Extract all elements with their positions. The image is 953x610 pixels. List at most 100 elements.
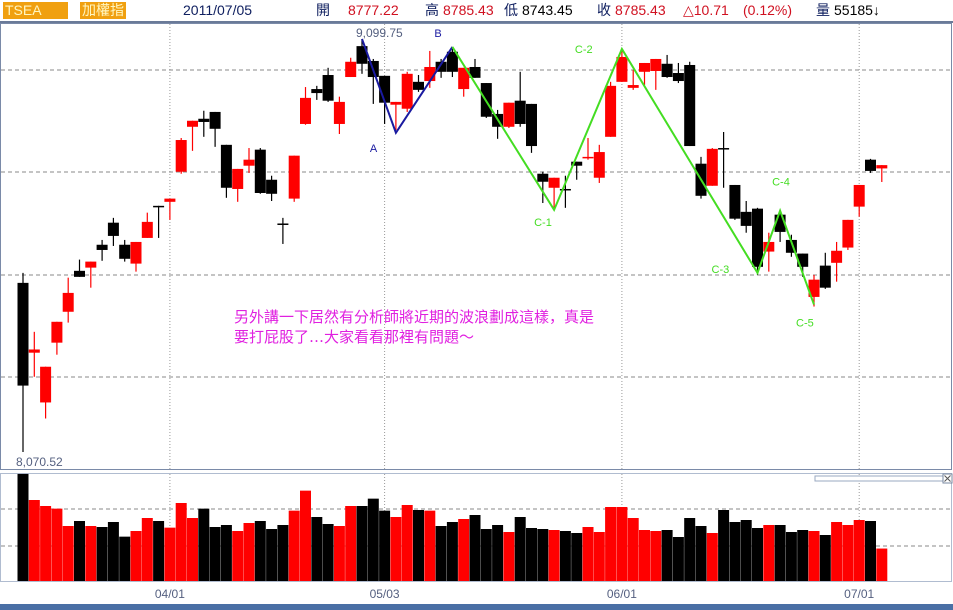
close-panel-button[interactable] [942,473,953,484]
candle [345,57,357,78]
volume-bar [130,531,142,581]
candle-body [141,221,153,238]
candle [469,58,481,78]
candle [141,212,153,238]
candle-body [514,100,526,124]
volume-bar [650,531,662,581]
candle [51,321,63,355]
candle [503,102,515,128]
price-panel-frame [0,23,952,470]
candle-body [322,75,334,101]
candle [107,217,119,246]
candle [333,96,345,135]
change-percent: (0.12%) [743,2,793,18]
candle-body [446,51,458,72]
candle-body [831,250,843,263]
quote-header: TSEA 加權指 2011/07/05 開 8777.22 高 8785.43 … [0,0,953,23]
candle [266,175,278,202]
candle [548,177,560,208]
candle [514,71,526,127]
candlestick-chart[interactable]: A B C-1 C-2 C-3 C-4 C-5 9,099.75 8,070.52 04/0… [0,23,953,604]
candle-body [333,101,345,124]
volume-bar [627,518,639,581]
candle [130,241,142,272]
candle [876,165,888,182]
volume-bar [413,510,424,581]
price-max-label: 9,099.75 [356,26,403,40]
volume-bar [141,518,153,581]
volume-bar [752,528,763,581]
volume-bar [119,536,131,581]
candle [187,120,198,151]
candle-body [797,253,809,267]
wave-ab-line [361,38,454,136]
candle [639,62,650,86]
candle [831,241,843,282]
volume-bar [706,533,718,581]
volume-bar [819,535,831,581]
candle-body [356,46,368,64]
volume-bar [718,510,730,581]
candle [819,252,831,289]
volume-bar [785,532,797,581]
volume-bar [198,508,210,581]
candle-body [876,165,888,169]
candle-body [616,56,628,82]
volume-scrollbar[interactable] [814,475,944,482]
candle [752,207,763,275]
close-icon [944,475,951,482]
wave-label: A [370,143,378,155]
symbol-badge[interactable]: TSEA [3,2,68,19]
candle-body [469,66,481,78]
candle-body [593,152,605,178]
volume-bar [695,526,707,581]
candle [220,144,232,198]
wave-label: C-1 [534,217,552,229]
volume-bar [74,521,85,581]
candle-body [85,261,97,268]
candle-body [254,149,266,193]
volume-bar [266,529,278,581]
wave-label: C-4 [772,177,790,189]
quote-date: 2011/07/05 [183,2,253,18]
volume-bar [514,517,526,581]
candle-body [672,73,684,82]
candle-body [559,188,571,191]
candle [40,366,52,419]
volume-bar [537,529,549,581]
candle-body [311,89,323,94]
volume-bar [356,506,368,581]
volume-bar [379,510,391,581]
volume-bar [390,517,402,581]
candle [356,39,368,74]
candle [277,217,289,244]
candle [593,144,605,183]
candle-body [198,118,210,122]
candle [808,274,820,307]
volume-bar [96,527,108,581]
candle-body [130,241,142,264]
candle [571,161,583,180]
candle-body [808,279,820,297]
index-name-badge[interactable]: 加權指 [80,2,126,19]
candle-body [435,61,447,72]
candle [435,58,447,78]
candle [198,110,210,137]
candle-body [119,244,131,259]
candle-body [571,161,583,166]
annotation-line-1: 另外講一下居然有分析師將近期的波浪劃成這樣，真是 [234,308,595,326]
candle [458,67,470,97]
volume-bar [480,529,492,581]
change-value: △10.71 [683,2,729,18]
volume-bar [187,518,198,581]
volume-bar [774,525,786,581]
candle [605,81,617,137]
candle-body [718,148,730,150]
volume-bar [424,510,436,581]
volume-bar [729,522,741,581]
candle-body [28,349,40,353]
volume-bar [164,527,176,581]
candle-body [424,66,436,82]
low-label: 低 [504,2,518,18]
candle-body [650,58,662,72]
